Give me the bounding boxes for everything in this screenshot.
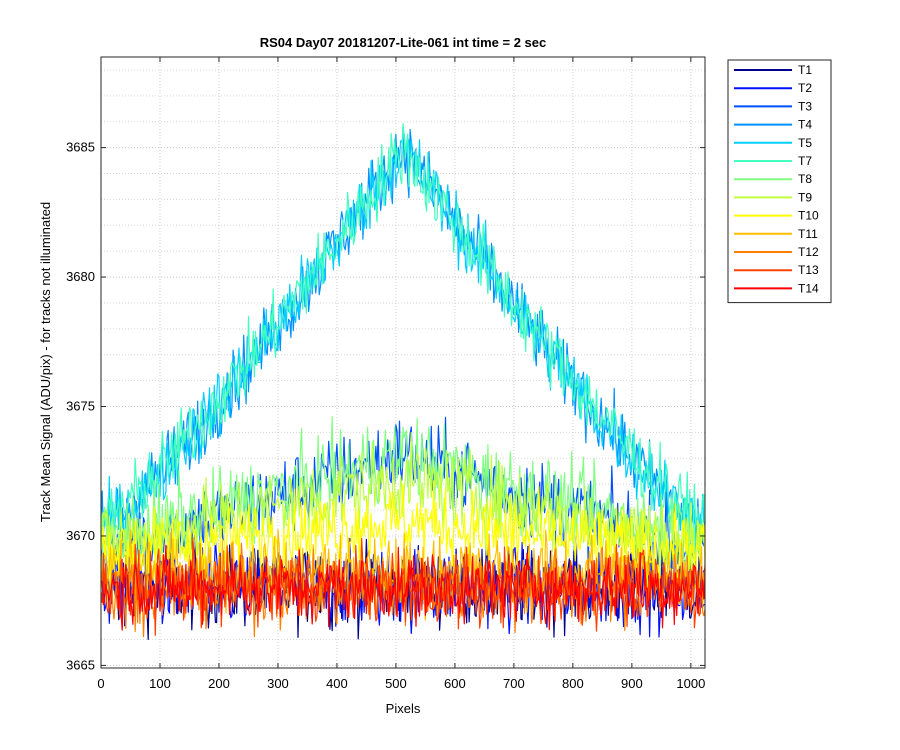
series-line-t10 xyxy=(101,480,705,603)
x-tick-label: 500 xyxy=(385,676,407,691)
legend-label-t14: T14 xyxy=(798,281,819,295)
legend-label-t5: T5 xyxy=(798,136,812,150)
series-group xyxy=(101,123,705,641)
series-line-t13 xyxy=(101,537,705,637)
x-tick-label: 0 xyxy=(97,676,104,691)
y-tick-label: 3670 xyxy=(66,528,95,543)
legend-label-t11: T11 xyxy=(798,227,818,241)
legend-label-t3: T3 xyxy=(798,99,812,113)
legend-label-t8: T8 xyxy=(798,172,812,186)
x-tick-label: 600 xyxy=(444,676,466,691)
x-tick-label: 300 xyxy=(267,676,289,691)
ticks: 0 100 200 300 400 500 600 700 800 900 1000 3665 3670… xyxy=(66,57,705,691)
legend-label-t13: T13 xyxy=(798,263,819,277)
legend-label-t2: T2 xyxy=(798,81,812,95)
x-tick-label: 400 xyxy=(326,676,348,691)
axes-box xyxy=(100,56,706,669)
y-tick-label: 3665 xyxy=(66,657,95,672)
y-tick-label: 3685 xyxy=(66,140,95,155)
legend-box xyxy=(727,59,832,304)
y-tick-label: 3675 xyxy=(66,399,95,414)
legend-label-t10: T10 xyxy=(798,209,819,223)
chart-title: RS04 Day07 20181207-Lite-061 int time = … xyxy=(260,35,547,50)
legend-label-t9: T9 xyxy=(798,190,812,204)
legend: T1 T2 T3 T4 T5 T7 T8 T9 T10 T11 T12 T13 T14 xyxy=(727,59,832,304)
legend-label-t4: T4 xyxy=(798,118,812,132)
legend-label-t1: T1 xyxy=(798,63,812,77)
x-tick-label: 900 xyxy=(621,676,643,691)
series-line-t14 xyxy=(101,544,705,631)
x-tick-label: 800 xyxy=(562,676,584,691)
x-tick-label: 700 xyxy=(503,676,525,691)
series-line-t7 xyxy=(101,123,705,564)
x-tick-label: 1000 xyxy=(676,676,705,691)
legend-label-t12: T12 xyxy=(798,245,819,259)
y-axis-label: Track Mean Signal (ADU/pix) - for tracks… xyxy=(38,202,53,522)
x-axis-label: Pixels xyxy=(386,701,421,716)
y-tick-label: 3680 xyxy=(66,269,95,284)
legend-label-t7: T7 xyxy=(798,154,812,168)
x-tick-label: 100 xyxy=(149,676,171,691)
x-tick-label: 200 xyxy=(208,676,230,691)
